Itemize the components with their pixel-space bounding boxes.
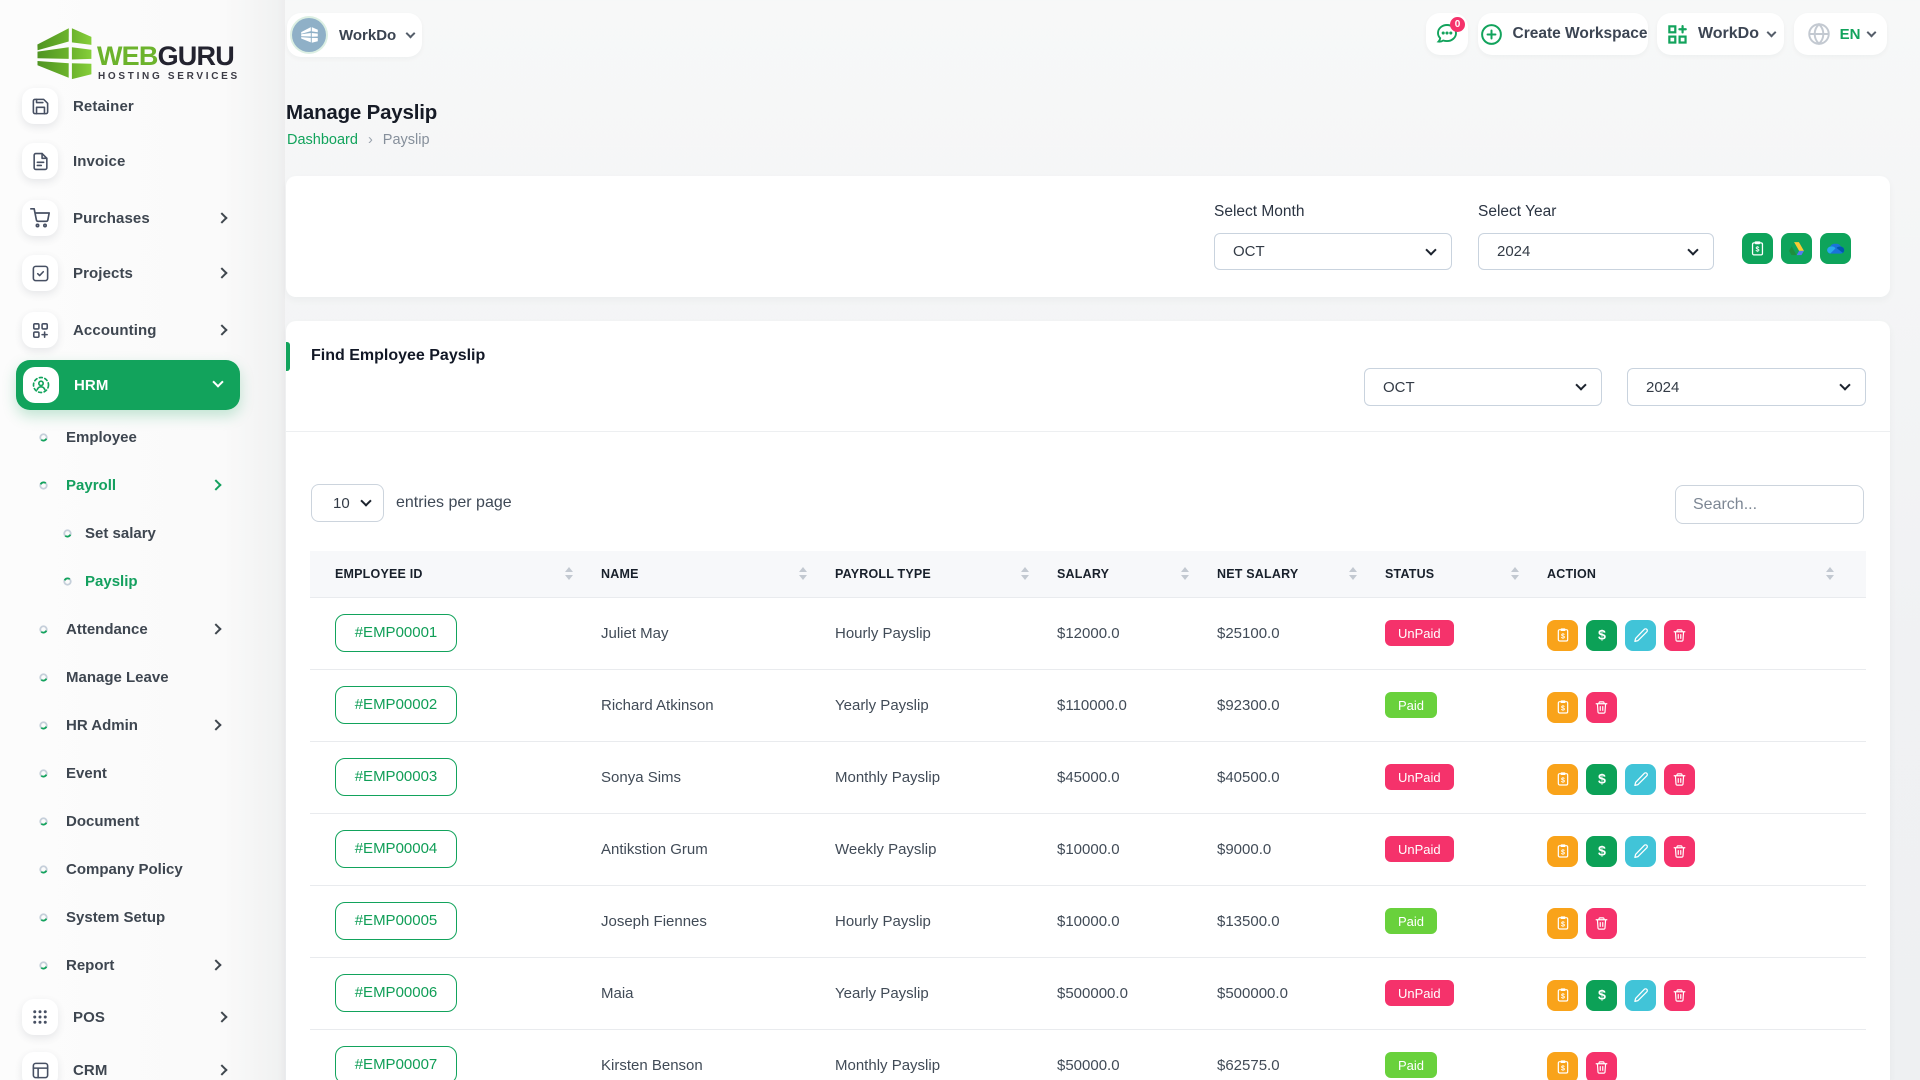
svg-text:$: $ bbox=[1561, 993, 1565, 1000]
svg-text:$: $ bbox=[1598, 988, 1606, 1004]
svg-text:$: $ bbox=[1561, 777, 1565, 784]
svg-text:$: $ bbox=[1598, 772, 1606, 788]
svg-text:$: $ bbox=[1561, 921, 1565, 928]
svg-text:$: $ bbox=[1561, 705, 1565, 712]
svg-text:$: $ bbox=[1561, 1065, 1565, 1072]
svg-text:$: $ bbox=[1561, 849, 1565, 856]
svg-text:WEBGURU: WEBGURU bbox=[97, 41, 234, 71]
svg-text:$: $ bbox=[1598, 628, 1606, 644]
svg-text:HOSTING SERVICES: HOSTING SERVICES bbox=[98, 71, 240, 81]
svg-text:$: $ bbox=[1756, 246, 1760, 254]
svg-text:$: $ bbox=[1598, 844, 1606, 860]
svg-text:$: $ bbox=[1561, 633, 1565, 640]
